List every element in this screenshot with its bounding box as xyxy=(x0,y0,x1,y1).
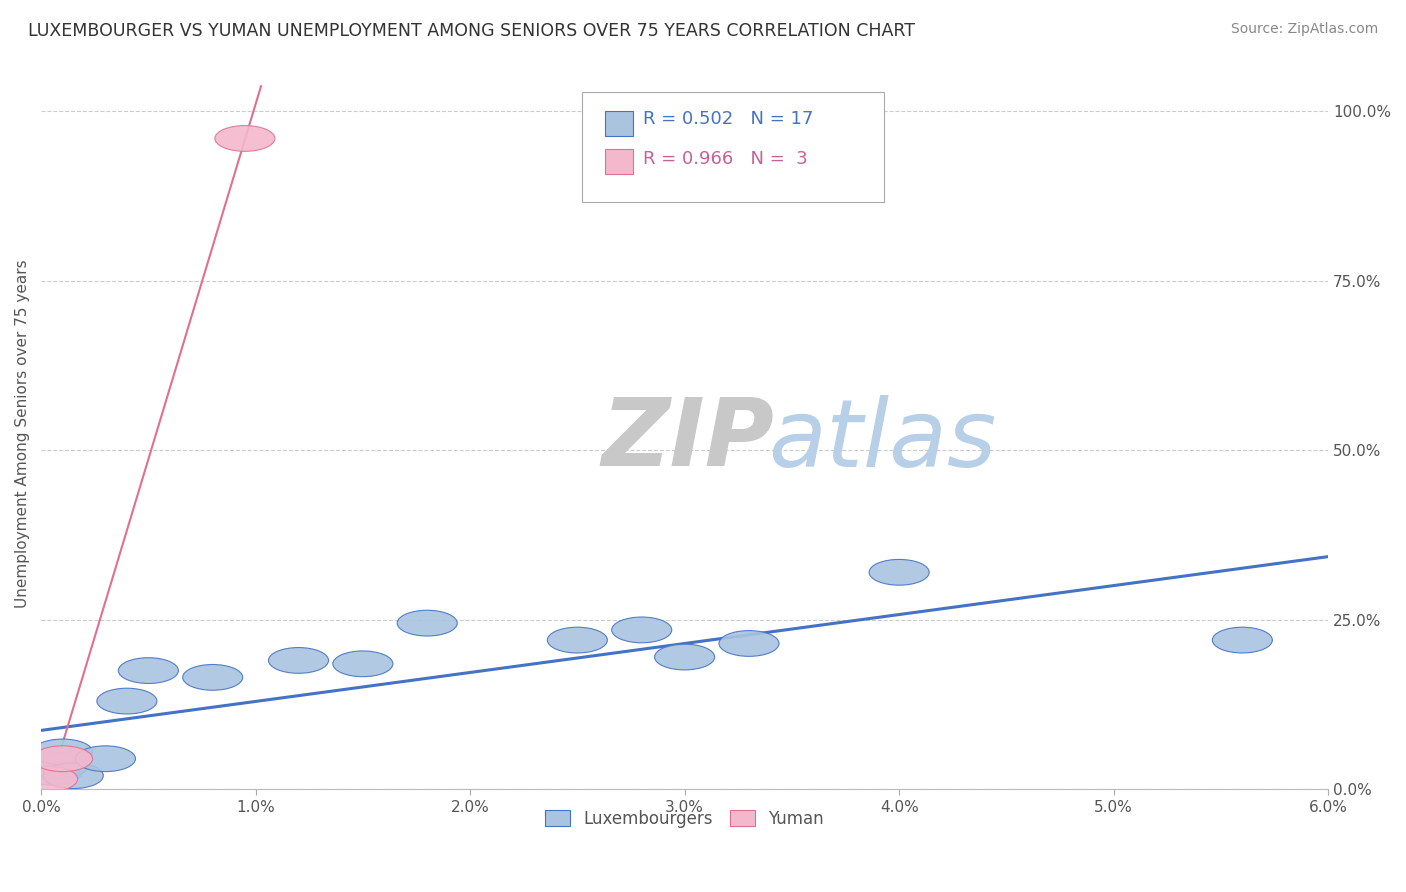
Y-axis label: Unemployment Among Seniors over 75 years: Unemployment Among Seniors over 75 years xyxy=(15,259,30,607)
Ellipse shape xyxy=(32,739,93,764)
Ellipse shape xyxy=(28,753,89,779)
FancyBboxPatch shape xyxy=(605,149,633,174)
Text: R = 0.966   N =  3: R = 0.966 N = 3 xyxy=(644,150,808,169)
Ellipse shape xyxy=(718,631,779,657)
FancyBboxPatch shape xyxy=(582,92,884,202)
Text: LUXEMBOURGER VS YUMAN UNEMPLOYMENT AMONG SENIORS OVER 75 YEARS CORRELATION CHART: LUXEMBOURGER VS YUMAN UNEMPLOYMENT AMONG… xyxy=(28,22,915,40)
Ellipse shape xyxy=(547,627,607,653)
Ellipse shape xyxy=(1212,627,1272,653)
Text: ZIP: ZIP xyxy=(600,394,773,486)
Ellipse shape xyxy=(869,559,929,585)
Ellipse shape xyxy=(269,648,329,673)
Ellipse shape xyxy=(118,657,179,683)
Legend: Luxembourgers, Yuman: Luxembourgers, Yuman xyxy=(538,803,831,834)
Ellipse shape xyxy=(32,746,93,772)
Text: Source: ZipAtlas.com: Source: ZipAtlas.com xyxy=(1230,22,1378,37)
Ellipse shape xyxy=(22,759,82,785)
Ellipse shape xyxy=(612,617,672,643)
Ellipse shape xyxy=(655,644,714,670)
Text: atlas: atlas xyxy=(768,395,997,486)
Ellipse shape xyxy=(97,689,157,714)
Ellipse shape xyxy=(183,665,243,690)
Ellipse shape xyxy=(17,766,77,792)
Ellipse shape xyxy=(76,746,135,772)
Ellipse shape xyxy=(396,610,457,636)
FancyBboxPatch shape xyxy=(605,111,633,136)
Ellipse shape xyxy=(333,651,392,677)
Text: R = 0.502   N = 17: R = 0.502 N = 17 xyxy=(644,110,814,128)
Ellipse shape xyxy=(44,763,103,789)
Text: ZIPatlas: ZIPatlas xyxy=(600,395,979,486)
Ellipse shape xyxy=(215,126,276,152)
